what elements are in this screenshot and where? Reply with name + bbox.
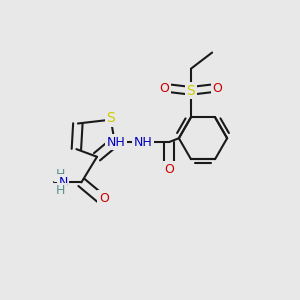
- Text: O: O: [99, 192, 109, 205]
- Text: NH: NH: [133, 136, 152, 148]
- Text: S: S: [106, 112, 115, 125]
- Text: N: N: [58, 176, 68, 189]
- Text: H: H: [56, 168, 65, 181]
- Text: H: H: [56, 184, 65, 197]
- Text: O: O: [164, 163, 174, 176]
- Text: S: S: [187, 84, 195, 98]
- Text: NH: NH: [106, 136, 125, 148]
- Text: O: O: [212, 82, 222, 95]
- Text: O: O: [160, 82, 170, 95]
